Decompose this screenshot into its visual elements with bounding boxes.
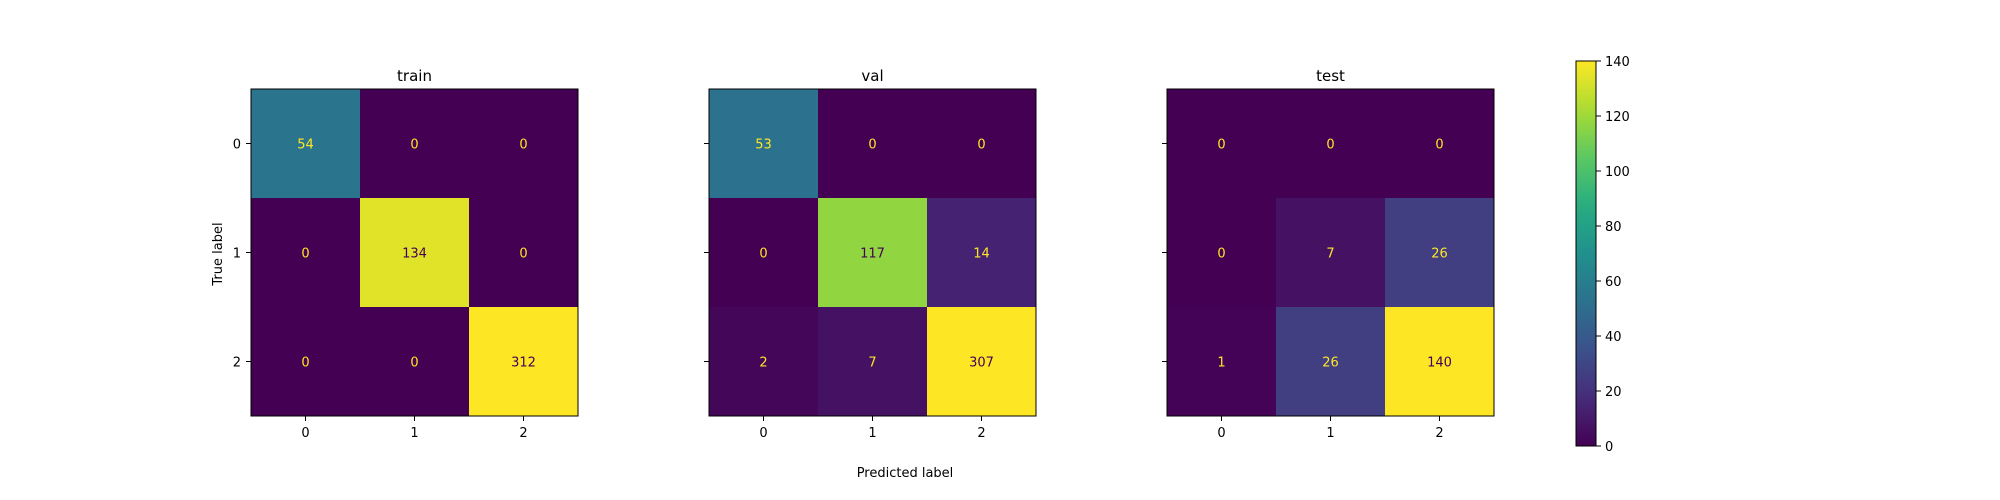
matrix-cell [469,307,578,416]
matrix-cell [360,198,469,307]
matrix-cell [818,198,927,307]
cell-value-label: 0 [759,247,767,262]
colorbar-tick-label: 0 [1605,440,1613,455]
matrix-cell [251,307,360,416]
matrix-cell [927,198,1036,307]
matrix-cell [360,307,469,416]
matrix-cell [709,198,818,307]
x-tick-label: 1 [1326,426,1334,441]
matrix-cell [251,89,360,198]
cell-value-label: 0 [977,138,985,153]
matrix-cell [1385,89,1494,198]
y-tick-label: 1 [233,247,241,262]
matrix-cell [1167,198,1276,307]
cell-value-label: 1 [1217,356,1225,371]
y-tick-label: 2 [233,356,241,371]
cell-value-label: 0 [519,247,527,262]
matrix-cell [360,89,469,198]
x-tick-label: 2 [977,426,985,441]
matrix-cell [1276,307,1385,416]
cell-value-label: 134 [402,247,427,262]
colorbar-tick-label: 100 [1605,165,1630,180]
x-tick-label: 1 [868,426,876,441]
matrix-cell [1167,307,1276,416]
panel-val: val 53 0 0 0 117 14 2 7 307 0 1 2 [704,67,1037,441]
cell-value-label: 307 [969,356,994,371]
cell-value-label: 26 [1322,356,1339,371]
panel-title: test [1316,67,1345,85]
x-axis-label: Predicted label [857,466,954,481]
matrix-cell [251,198,360,307]
matrix-cell [1385,307,1494,416]
matrix-cell [927,307,1036,416]
panel-train: train 54 0 0 0 134 0 0 0 312 0 1 2 0 1 2 [233,67,579,441]
colorbar-tick-label: 40 [1605,330,1622,345]
cell-value-label: 117 [860,247,885,262]
matrix-cell [469,198,578,307]
matrix-cell [927,89,1036,198]
colorbar-tick-label: 20 [1605,385,1622,400]
colorbar-tick-label: 80 [1605,220,1622,235]
matrix-cell [1385,198,1494,307]
y-tick-label: 0 [233,138,241,153]
matrix-cell [1167,89,1276,198]
cell-value-label: 7 [868,356,876,371]
x-tick-label: 1 [410,426,418,441]
cell-value-label: 54 [297,138,314,153]
x-tick-label: 2 [1435,426,1443,441]
x-tick-label: 2 [519,426,527,441]
cell-value-label: 0 [519,138,527,153]
matrix-cell [709,307,818,416]
colorbar-tick-label: 140 [1605,55,1630,70]
matrix-cell [818,89,927,198]
cell-value-label: 7 [1326,247,1334,262]
colorbar-gradient [1575,60,1597,447]
x-tick-label: 0 [1217,426,1225,441]
matrix-cell [1276,89,1385,198]
y-axis-label: True label [211,222,226,286]
colorbar-tick-label: 60 [1605,275,1622,290]
cell-value-label: 0 [1435,138,1443,153]
matrix-cell [469,89,578,198]
panel-title: val [861,67,883,85]
panel-title: train [397,67,432,85]
x-tick-label: 0 [759,426,767,441]
colorbar: 0 20 40 60 80 100 120 140 [1575,55,1630,455]
cell-value-label: 140 [1427,356,1452,371]
cell-value-label: 0 [1217,138,1225,153]
cell-value-label: 0 [1326,138,1334,153]
matrix-cell [818,307,927,416]
matrix-cell [709,89,818,198]
cell-value-label: 53 [755,138,772,153]
matrix-cell [1276,198,1385,307]
cell-value-label: 26 [1431,247,1448,262]
cell-value-label: 0 [301,247,309,262]
cell-value-label: 2 [759,356,767,371]
cell-value-label: 312 [511,356,536,371]
cell-value-label: 0 [301,356,309,371]
panel-test: test 0 0 0 0 7 26 1 26 140 0 1 2 [1162,67,1495,441]
cell-value-label: 0 [410,356,418,371]
cell-value-label: 0 [868,138,876,153]
x-tick-label: 0 [301,426,309,441]
cell-value-label: 0 [410,138,418,153]
cell-value-label: 14 [973,247,990,262]
cell-value-label: 0 [1217,247,1225,262]
colorbar-tick-label: 120 [1605,110,1630,125]
